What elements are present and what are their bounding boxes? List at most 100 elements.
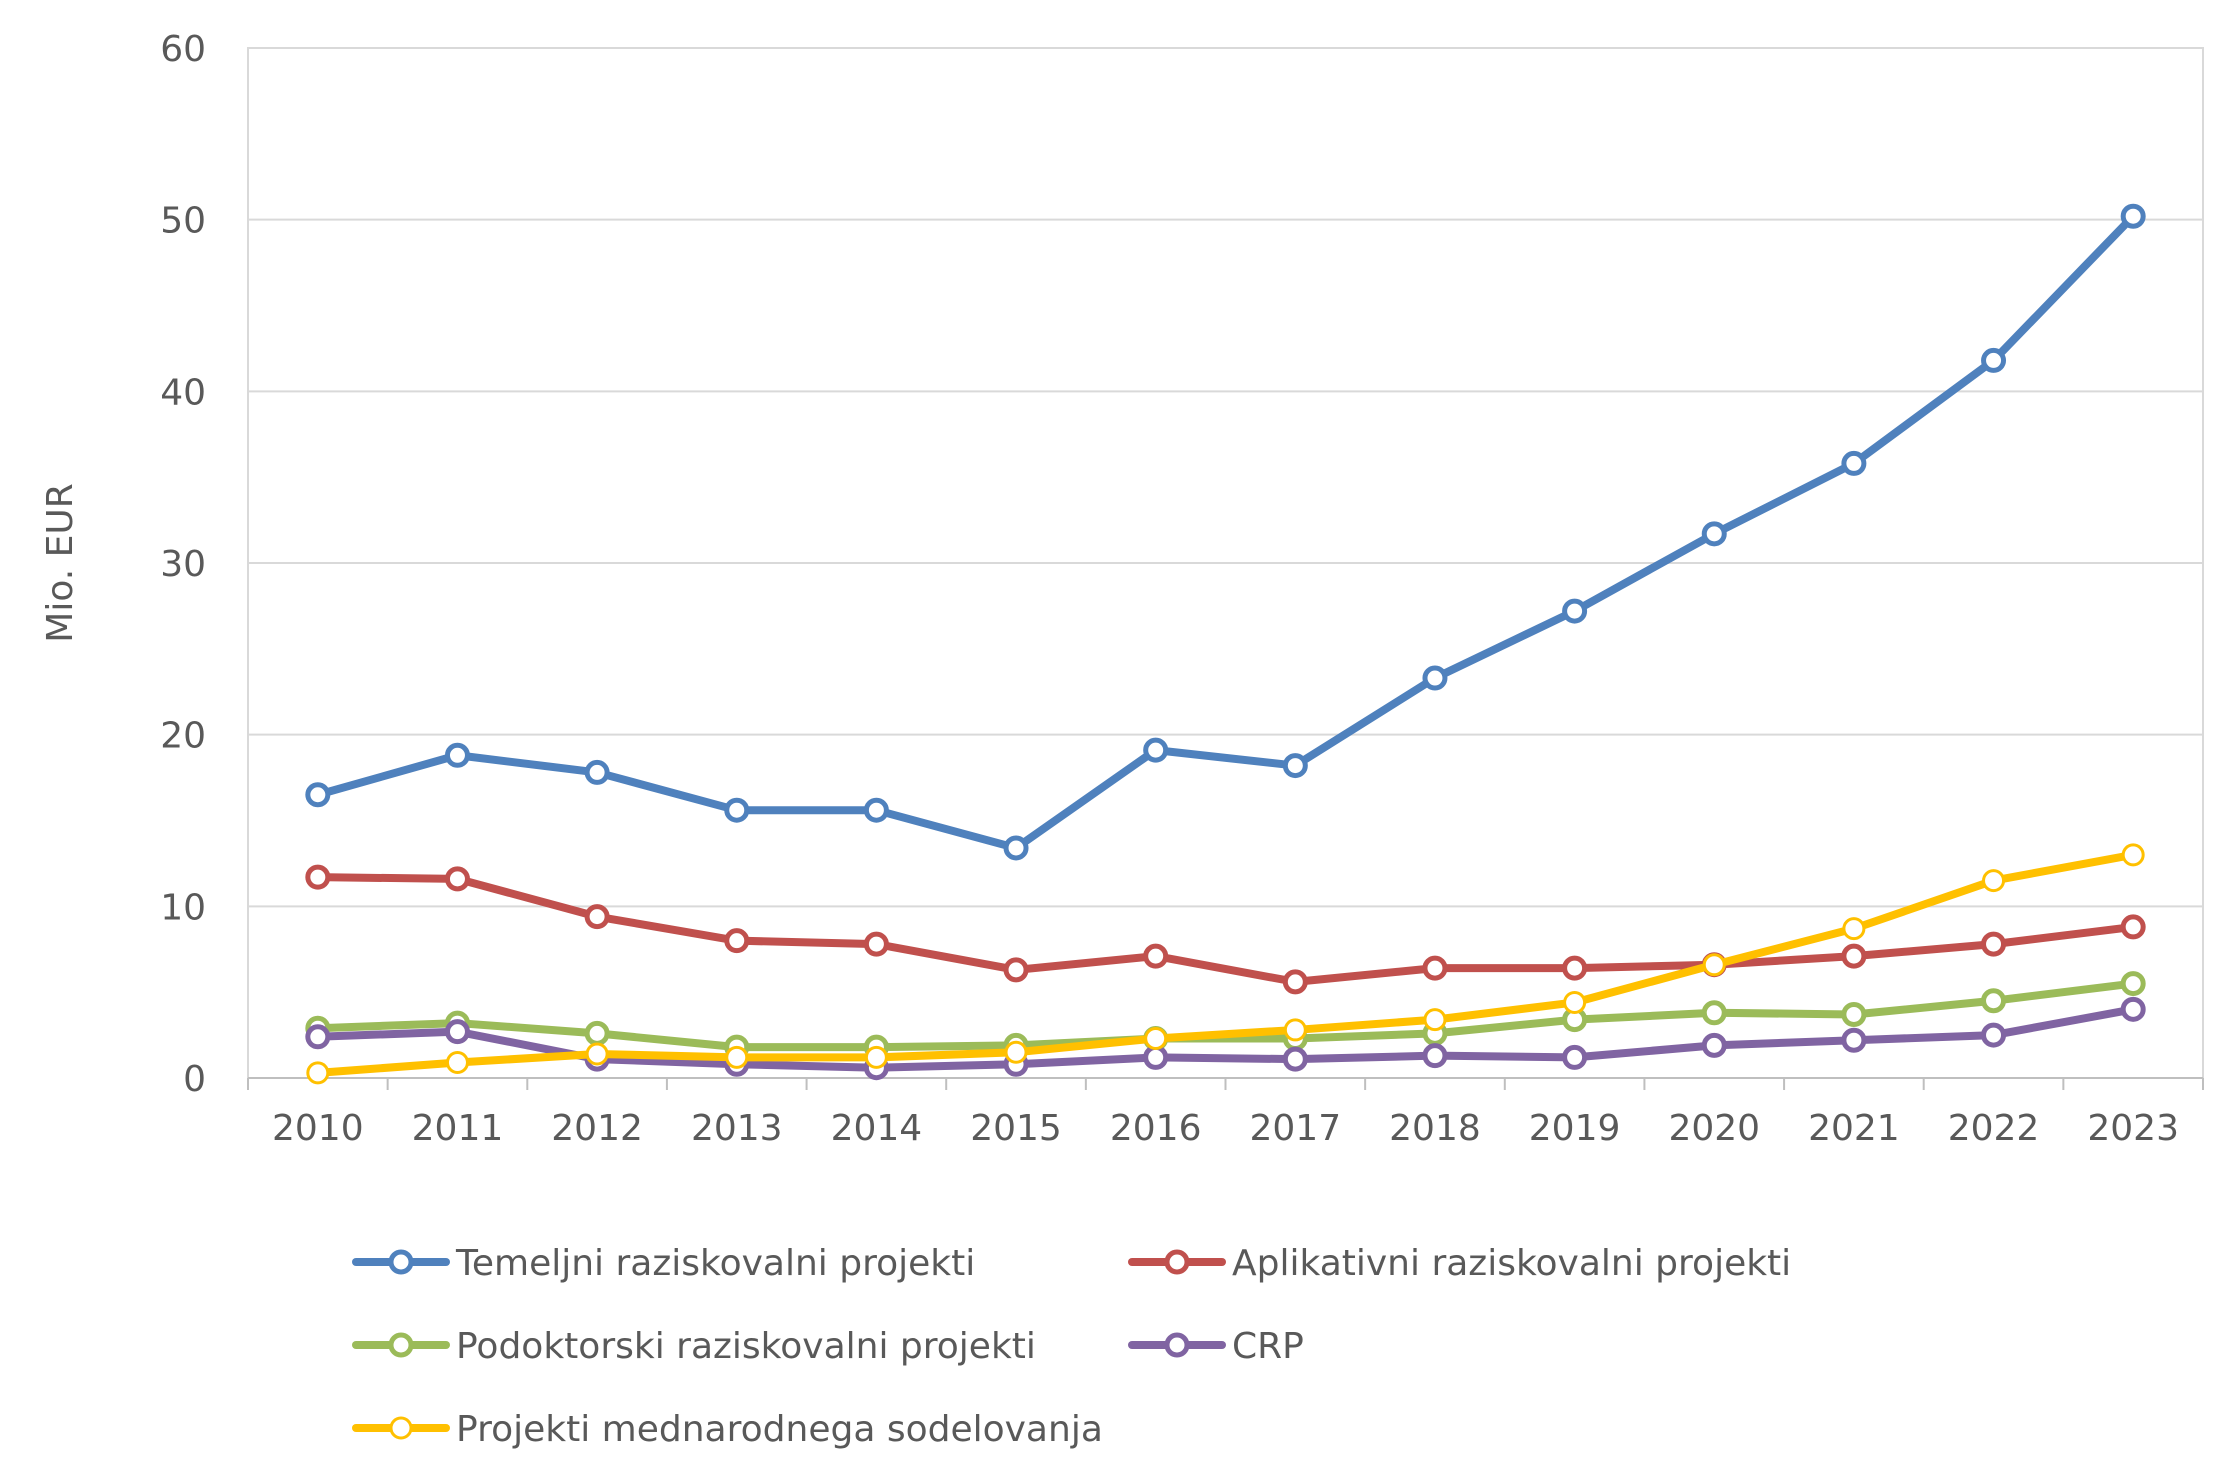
data-point: [1982, 869, 2006, 893]
data-point: [1003, 957, 1029, 983]
data-point: [305, 864, 331, 890]
data-point: [1701, 1000, 1727, 1026]
data-point: [1841, 450, 1867, 476]
data-point: [585, 1042, 609, 1066]
data-point: [1282, 969, 1308, 995]
data-point: [584, 1020, 610, 1046]
data-point: [1283, 1018, 1307, 1042]
data-point: [2120, 971, 2146, 997]
data-point: [1562, 1044, 1588, 1070]
data-point: [1282, 753, 1308, 779]
data-point: [1981, 1022, 2007, 1048]
series-line: [313, 979, 2138, 1052]
y-tick-label: 60: [160, 29, 206, 70]
data-point: [1562, 955, 1588, 981]
x-tick-label: 2013: [691, 1108, 783, 1149]
data-point: [2120, 203, 2146, 229]
data-point: [1143, 943, 1169, 969]
data-point: [305, 1024, 331, 1050]
data-point: [444, 866, 470, 892]
y-tick-label: 0: [183, 1059, 206, 1100]
y-tick-label: 10: [160, 887, 206, 928]
data-point: [724, 928, 750, 954]
data-point: [1842, 917, 1866, 941]
data-point: [1143, 737, 1169, 763]
data-point: [444, 1019, 470, 1045]
data-point: [863, 931, 889, 957]
data-point: [445, 1051, 469, 1075]
series-line: [313, 850, 2138, 1077]
data-point: [724, 797, 750, 823]
legend-label: Aplikativni raziskovalni projekti: [1232, 1243, 1791, 1284]
y-tick-label: 40: [160, 372, 206, 413]
data-point: [1841, 943, 1867, 969]
data-point: [1422, 955, 1448, 981]
data-point: [1702, 953, 1726, 977]
series-group: [305, 864, 2146, 995]
data-point: [2121, 843, 2145, 867]
data-point: [1282, 1046, 1308, 1072]
x-tick-label: 2015: [970, 1108, 1062, 1149]
y-tick-label: 50: [160, 201, 206, 242]
legend-label: Podoktorski raziskovalni projekti: [456, 1326, 1036, 1367]
data-point: [584, 759, 610, 785]
legend-swatch-marker: [388, 1332, 414, 1358]
data-point: [1423, 1008, 1447, 1032]
x-tick-label: 2010: [272, 1108, 364, 1149]
x-tick-label: 2017: [1250, 1108, 1342, 1149]
x-tick-label: 2021: [1808, 1108, 1900, 1149]
data-point: [1422, 1043, 1448, 1069]
data-point: [305, 782, 331, 808]
data-point: [1981, 931, 2007, 957]
series-line: [313, 873, 2138, 986]
series-group: [305, 971, 2146, 1060]
data-point: [1563, 990, 1587, 1014]
data-point: [1981, 347, 2007, 373]
series-group: [306, 843, 2145, 1085]
series-line: [313, 212, 2138, 852]
data-point: [1422, 665, 1448, 691]
x-tick-label: 2020: [1668, 1108, 1760, 1149]
legend-item: Podoktorski raziskovalni projekti: [352, 1326, 1036, 1367]
legend-label: CRP: [1232, 1326, 1304, 1367]
data-point: [725, 1045, 749, 1069]
legend-item: CRP: [1128, 1326, 1304, 1367]
data-point: [1143, 1044, 1169, 1070]
x-tick-label: 2019: [1529, 1108, 1621, 1149]
data-point: [864, 1045, 888, 1069]
legend-item: Temeljni raziskovalni projekti: [352, 1243, 975, 1284]
data-point: [1562, 598, 1588, 624]
legend-item: Projekti mednarodnega sodelovanja: [352, 1409, 1103, 1450]
legend-swatch-marker: [1164, 1249, 1190, 1275]
x-tick-label: 2022: [1948, 1108, 2040, 1149]
data-point: [863, 797, 889, 823]
series-group: [305, 996, 2146, 1081]
data-point: [2120, 914, 2146, 940]
data-point: [306, 1061, 330, 1085]
data-point: [1003, 835, 1029, 861]
data-point: [1701, 521, 1727, 547]
legend-swatch-marker: [389, 1416, 413, 1440]
legend-swatch-marker: [1164, 1332, 1190, 1358]
x-tick-label: 2016: [1110, 1108, 1202, 1149]
legend-label: Projekti mednarodnega sodelovanja: [456, 1409, 1103, 1450]
x-tick-label: 2018: [1389, 1108, 1481, 1149]
x-tick-label: 2012: [551, 1108, 643, 1149]
data-point: [1981, 988, 2007, 1014]
y-tick-label: 20: [160, 716, 206, 757]
data-point: [584, 904, 610, 930]
x-tick-label: 2014: [831, 1108, 923, 1149]
x-tick-label: 2011: [412, 1108, 504, 1149]
data-point: [444, 742, 470, 768]
data-point: [1841, 1027, 1867, 1053]
y-tick-label: 30: [160, 544, 206, 585]
data-point: [1144, 1027, 1168, 1051]
data-point: [1841, 1001, 1867, 1027]
data-point: [1004, 1040, 1028, 1064]
series-group: [305, 203, 2146, 861]
data-point: [1701, 1032, 1727, 1058]
legend-item: Aplikativni raziskovalni projekti: [1128, 1243, 1791, 1284]
data-point: [2120, 996, 2146, 1022]
